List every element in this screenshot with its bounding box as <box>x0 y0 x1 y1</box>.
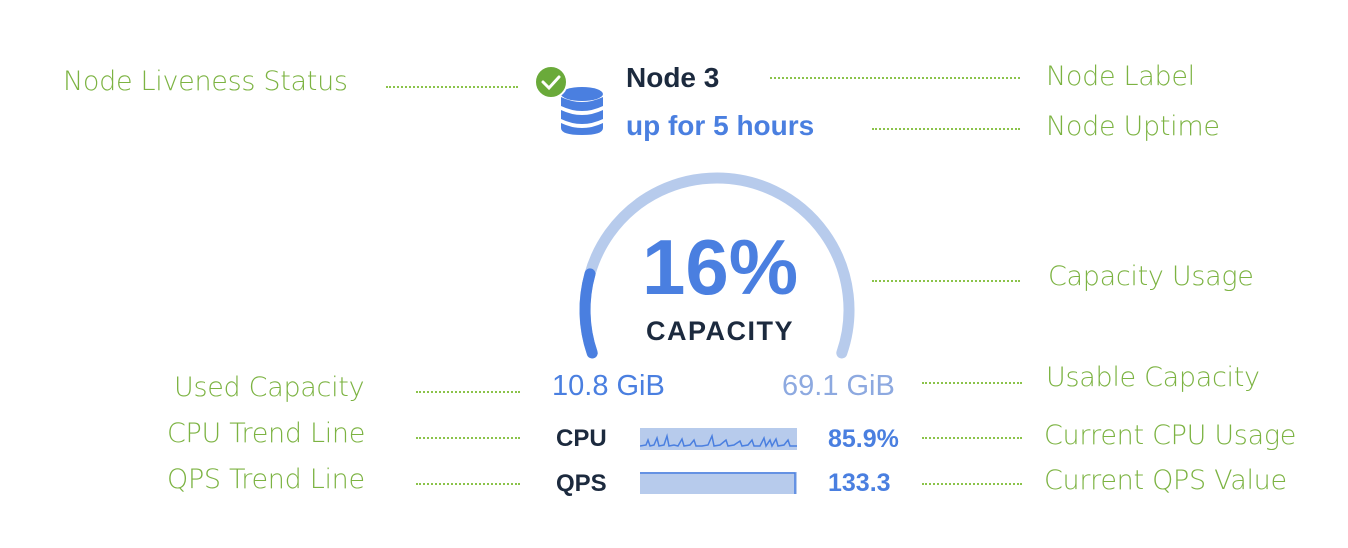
leader-line <box>872 280 1020 282</box>
annotation-liveness: Node Liveness Status <box>63 66 348 97</box>
leader-line <box>922 483 1022 485</box>
annotation-qps-trend: QPS Trend Line <box>167 464 365 495</box>
used-capacity: 10.8 GiB <box>552 370 665 402</box>
annotation-qps-current: Current QPS Value <box>1044 465 1287 496</box>
annotation-cpu-current: Current CPU Usage <box>1044 420 1297 451</box>
annotation-used-capacity: Used Capacity <box>174 372 365 403</box>
leader-line <box>416 483 520 485</box>
annotation-capacity-usage: Capacity Usage <box>1048 261 1254 292</box>
usable-capacity: 69.1 GiB <box>782 370 895 402</box>
leader-line <box>922 437 1022 439</box>
capacity-label: CAPACITY <box>645 316 794 346</box>
leader-line <box>922 382 1022 384</box>
cpu-label: CPU <box>556 425 607 452</box>
node-title[interactable]: Node 3 <box>626 62 720 93</box>
database-icon <box>534 65 603 135</box>
annotation-cpu-trend: CPU Trend Line <box>167 418 366 449</box>
capacity-gauge <box>579 172 855 359</box>
node-uptime: up for 5 hours <box>626 110 815 141</box>
annotation-uptime: Node Uptime <box>1046 111 1220 142</box>
leader-line <box>416 437 520 439</box>
annotation-usable-capacity: Usable Capacity <box>1046 362 1260 393</box>
qps-label: QPS <box>556 470 607 497</box>
annotation-node-label: Node Label <box>1046 61 1195 92</box>
check-circle-icon <box>534 65 568 99</box>
qps-trend-line <box>640 472 796 494</box>
leader-line <box>872 128 1020 130</box>
cpu-sparkline[interactable] <box>640 428 797 450</box>
qps-value: 133.3 <box>828 469 891 497</box>
gauge-fill <box>579 268 598 359</box>
qps-sparkline[interactable] <box>640 472 797 494</box>
leader-line <box>386 86 518 88</box>
capacity-percent: 16% <box>641 223 799 311</box>
cpu-trend-line <box>640 433 797 448</box>
leader-line <box>416 391 520 393</box>
leader-line <box>770 77 1020 79</box>
cpu-value: 85.9% <box>828 425 899 453</box>
